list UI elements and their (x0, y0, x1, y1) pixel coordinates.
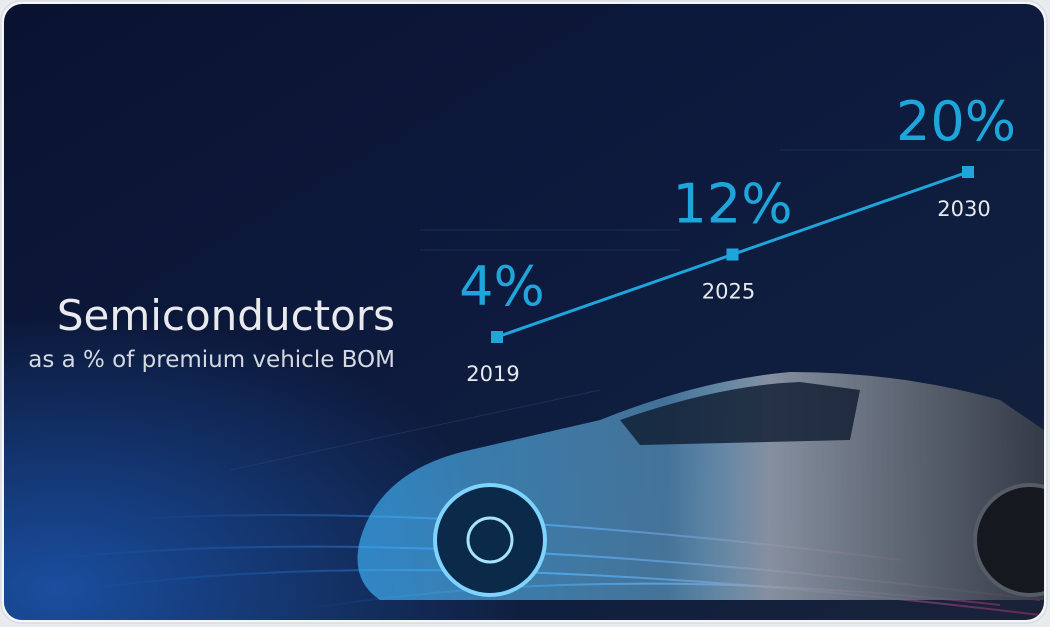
category-label: 2019 (466, 362, 519, 386)
category-label: 2030 (937, 197, 990, 221)
subtitle: as a % of premium vehicle BOM (28, 347, 395, 373)
value-label: 20% (896, 90, 1016, 153)
data-point (491, 331, 503, 343)
value-label: 4% (459, 255, 545, 318)
value-label: 12% (672, 173, 792, 236)
plot: 4% 2019 12% 2025 20% 2030 (459, 90, 1016, 386)
background (4, 4, 1044, 620)
data-point (962, 166, 974, 178)
title: Semiconductors (57, 291, 395, 340)
data-point (726, 248, 739, 261)
category-label: 2025 (702, 280, 755, 304)
